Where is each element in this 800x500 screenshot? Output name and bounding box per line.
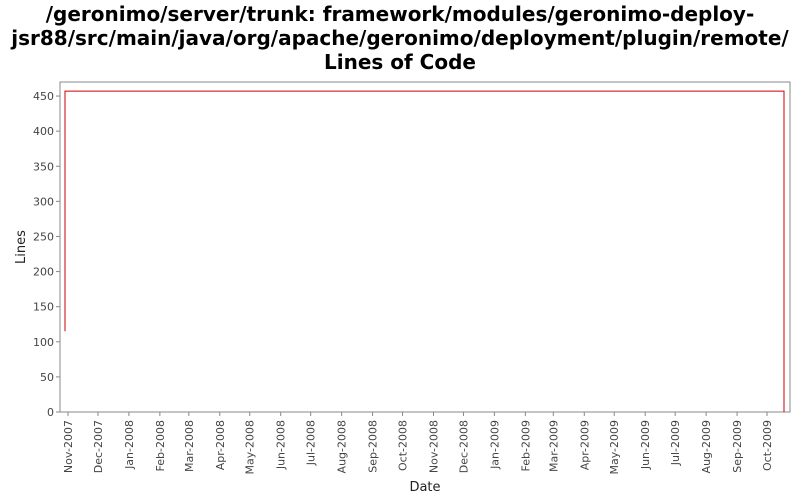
x-tick-label: Jul-2008: [305, 420, 318, 466]
x-tick-label: Sep-2008: [367, 420, 380, 473]
x-tick-label: Oct-2008: [397, 420, 410, 471]
x-tick-label: Jun-2008: [275, 420, 288, 470]
y-tick-label: 250: [33, 230, 54, 243]
x-tick-label: Feb-2009: [519, 420, 532, 471]
x-tick-label: Apr-2008: [214, 420, 227, 470]
y-tick-label: 50: [40, 371, 54, 384]
y-tick-label: 200: [33, 266, 54, 279]
chart-title-line-1: /geronimo/server/trunk: framework/module…: [45, 2, 755, 26]
x-tick-label: Aug-2008: [336, 420, 349, 473]
y-tick-label: 350: [33, 160, 54, 173]
series-group: [64, 90, 785, 412]
x-tick-label: Jan-2009: [488, 420, 501, 470]
x-tick-label: Feb-2008: [154, 420, 167, 471]
y-tick-label: 300: [33, 195, 54, 208]
x-tick-label: Oct-2009: [761, 420, 774, 471]
x-tick-label: Apr-2009: [578, 420, 591, 470]
x-tick-label: Aug-2009: [700, 420, 713, 473]
x-tick-label: May-2008: [244, 420, 257, 475]
chart-title-line-2: jsr88/src/main/java/org/apache/geronimo/…: [11, 26, 789, 50]
chart-title-line-3: Lines of Code: [324, 50, 476, 74]
y-tick-label: 0: [47, 406, 54, 419]
y-axis-label: Lines: [14, 230, 29, 264]
x-tick-label: Mar-2008: [183, 420, 196, 472]
plot-area: [59, 81, 791, 413]
y-axis-ticks: 0 50 100 150 200 250 300 350 400 450: [33, 90, 60, 419]
x-tick-label: Jun-2009: [639, 420, 652, 470]
y-tick-label: 450: [33, 90, 54, 103]
chart-title: /geronimo/server/trunk: framework/module…: [0, 2, 800, 74]
y-tick-label: 400: [33, 125, 54, 138]
y-tick-label: 150: [33, 301, 54, 314]
x-tick-label: Jul-2009: [669, 420, 682, 466]
x-axis-ticks: Nov-2007 Dec-2007 Jan-2008 Feb-2008 Mar-2008…: [62, 412, 774, 475]
x-tick-label: Dec-2008: [457, 420, 470, 473]
x-axis-label: Date: [409, 480, 440, 495]
x-tick-label: Sep-2009: [731, 420, 744, 473]
x-tick-label: Nov-2008: [427, 420, 440, 473]
y-tick-label: 100: [33, 336, 54, 349]
x-tick-label: May-2009: [608, 420, 621, 475]
x-tick-label: Dec-2007: [92, 420, 105, 473]
x-tick-label: Mar-2009: [547, 420, 560, 472]
x-tick-label: Jan-2008: [123, 420, 136, 470]
series-line: [64, 90, 785, 412]
x-tick-label: Nov-2007: [62, 420, 75, 473]
